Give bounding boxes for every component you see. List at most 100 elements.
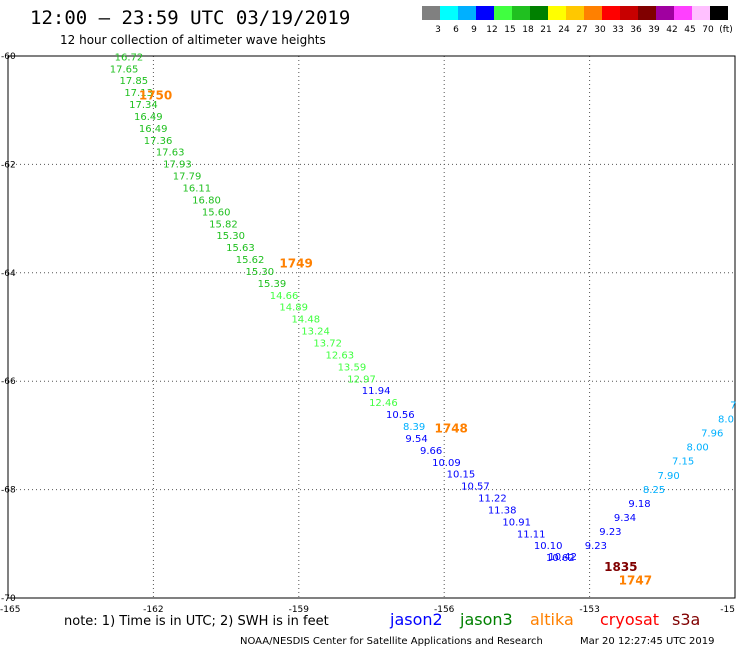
plot-frame [7,55,736,599]
wave-height-value: 17.93 [163,160,192,171]
wave-height-value: 9.23 [599,527,621,538]
scale-swatch [656,6,674,20]
wave-height-value: 7.96 [701,428,723,439]
wave-height-value: 8.25 [643,485,665,496]
timestamp-text: Mar 20 12:27:45 UTC 2019 [580,636,715,647]
wave-height-value: 8.0 [718,414,734,425]
scale-swatch [620,6,638,20]
scale-swatch [458,6,476,20]
wave-height-value: 16.72 [115,52,144,63]
time-label: 1747 [619,573,652,587]
scale-swatch [548,6,566,20]
satellite-name: s3a [672,610,700,629]
wave-height-value: 10.62 [546,553,575,564]
map-grid [7,55,736,599]
scale-swatch [566,6,584,20]
credit-text: NOAA/NESDIS Center for Satellite Applica… [240,636,543,647]
x-tick-label: -153 [579,605,599,615]
satellite-name: jason3 [459,610,513,629]
wave-height-value: 10.09 [432,458,461,469]
satellite-legend: jason2 jason3 altika cryosat s3a [389,610,700,629]
wave-height-value: 16.49 [134,112,163,123]
scale-swatch [476,6,494,20]
time-label: 1750 [139,88,172,102]
wave-height-value: 17.36 [144,136,173,147]
wave-height-value: 9.34 [614,513,636,524]
x-tick-label: -165 [0,605,20,615]
wave-height-value: 17.85 [119,76,148,87]
wave-height-value: 7.15 [672,457,694,468]
scale-label: 6 [453,25,459,35]
y-tick-label: -60 [1,52,16,62]
y-tick-label: -66 [1,377,16,387]
scale-label: 9 [471,25,477,35]
scale-swatch [530,6,548,20]
scale-label: 3 [435,25,441,35]
x-tick-label: -156 [434,605,455,615]
wave-height-value: 15.60 [202,207,231,218]
scale-label: 36 [630,25,642,35]
wave-height-value: 17.63 [156,148,185,159]
scale-swatch [512,6,530,20]
time-label: 1835 [604,560,637,574]
wave-height-value: 9.66 [420,446,442,457]
scale-swatch [602,6,620,20]
time-label: 1749 [279,256,312,270]
y-tick-label: -70 [1,594,16,604]
wave-height-value: 15.82 [209,219,238,230]
x-tick-label: -15 [720,605,735,615]
wave-height-value: 17.65 [110,64,139,75]
wave-height-value: 9.23 [585,541,607,552]
wave-height-value: 13.24 [301,327,330,338]
wave-height-value: 9.54 [405,434,427,445]
color-scale-legend: 3 6 9 12 15 18 21 24 27 30 33 36 39 42 45 70 (ft) [422,6,733,35]
wave-height-value: 7.90 [657,471,679,482]
scale-swatch [692,6,710,20]
scale-label: 70 [702,25,714,35]
wave-height-value: 14.48 [292,315,321,326]
wave-height-value: 16.11 [182,184,211,195]
x-tick-label: -162 [143,605,163,615]
wave-height-value: 11.94 [362,386,391,397]
wave-height-value: 10.42 [548,552,577,563]
wave-height-value: 14.89 [279,303,308,314]
scale-label: 42 [666,25,677,35]
wave-height-value: 8.39 [403,422,425,433]
wave-height-labels: 16.7217.6517.8517.1317.3416.4916.4917.36… [110,52,737,564]
time-label: 1748 [435,422,468,436]
chart-title: 12:00 – 23:59 UTC 03/19/2019 [30,7,350,29]
scale-swatch [638,6,656,20]
wave-height-value: 10.56 [386,410,415,421]
satellite-name: altika [530,610,574,629]
wave-height-value: 10.91 [502,517,531,528]
wave-height-value: 15.30 [245,267,274,278]
wave-height-value: 11.22 [478,494,507,505]
wave-height-value: 16.49 [139,124,168,135]
scale-label: 27 [576,25,587,35]
scale-label: 18 [522,25,534,35]
wave-height-value: 15.30 [216,231,245,242]
scale-swatch [494,6,512,20]
wave-height-value: 13.72 [313,339,342,350]
scale-swatch [674,6,692,20]
wave-height-value: 16.80 [192,195,221,206]
scale-label: 15 [504,25,515,35]
wave-height-value: 12.97 [347,374,376,385]
scale-label: 24 [558,25,570,35]
wave-height-value: 14.66 [270,291,299,302]
scale-label: 21 [540,25,551,35]
scale-swatch [440,6,458,20]
x-tick-label: -159 [289,605,310,615]
scale-label: (ft) [719,25,733,35]
wave-height-value: 7 [730,400,736,411]
wave-height-value: 11.11 [517,529,546,540]
satellite-name: jason2 [389,610,443,629]
scale-label: 45 [684,25,695,35]
wave-height-value: 9.18 [628,499,650,510]
satellite-name: cryosat [600,610,659,629]
wave-height-value: 17.34 [129,100,158,111]
axis-ticks: -165 -162 -159 -156 -153 -15 -60 -62 -64 -66 -68 -7… [0,52,735,615]
wave-height-value: 8.00 [687,443,709,454]
wave-height-value: 12.46 [369,398,398,409]
chart-subtitle: 12 hour collection of altimeter wave hei… [60,33,326,47]
